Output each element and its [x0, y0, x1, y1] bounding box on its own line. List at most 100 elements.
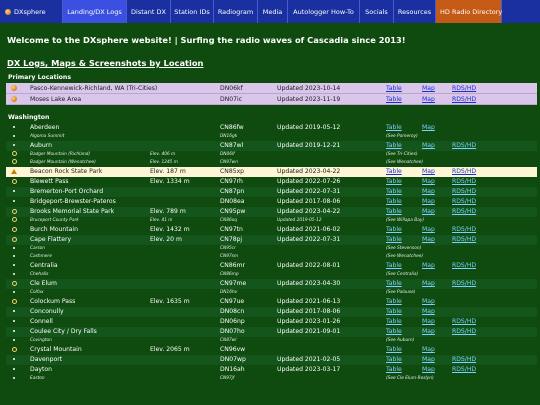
rds-hd-link[interactable]: RDS/HD — [452, 236, 477, 243]
table-link[interactable]: Table — [386, 188, 402, 195]
location-row[interactable]: Aberdeen CN86fw Updated 2019-05-12 Table Map — [6, 123, 537, 133]
rds-hd-link[interactable]: RDS/HD — [452, 168, 477, 175]
table-link[interactable]: Table — [386, 308, 402, 315]
primary-location-row[interactable]: Pasco-Kennewick-Richland, WA (Tri-Cities… — [6, 83, 537, 94]
see-reference[interactable]: (See Centralia) — [386, 272, 419, 277]
table-link[interactable]: Table — [386, 178, 402, 185]
rds-hd-link[interactable]: RDS/HD — [452, 188, 477, 195]
map-link[interactable]: Map — [422, 346, 435, 353]
table-link[interactable]: Table — [386, 280, 402, 287]
location-row[interactable]: Beacon Rock State Park Elev. 187 m CN85xp U… — [6, 167, 537, 177]
table-link[interactable]: Table — [386, 226, 402, 233]
table-link[interactable]: Table — [386, 236, 402, 243]
map-link[interactable]: Map — [422, 262, 435, 269]
map-link[interactable]: Map — [422, 298, 435, 305]
location-row[interactable]: Centralia CN86mr Updated 2022-08-01 Table Ma… — [6, 261, 537, 271]
location-row[interactable]: Brooks Memorial State Park Elev. 789 m CN9… — [6, 207, 537, 217]
nav-item-landing-dx-logs[interactable]: Landing/DX Logs — [63, 0, 127, 23]
rds-hd-link[interactable]: RDS/HD — [452, 142, 477, 149]
see-reference[interactable]: (See Wenatchee) — [386, 160, 424, 165]
nav-item-resources[interactable]: Resources — [394, 0, 436, 23]
location-row[interactable]: Burch Mountain Elev. 1432 m CN97tn Updated … — [6, 225, 537, 235]
rds-hd-link[interactable]: RDS/HD — [452, 262, 477, 269]
map-link[interactable]: Map — [422, 198, 435, 205]
location-row[interactable]: Bremerton-Port Orchard CN87pn Updated 2022… — [6, 187, 537, 197]
rds-hd-link[interactable]: RDS/HD — [452, 85, 477, 92]
location-row[interactable]: Bridgeport-Brewster-Pateros DN08ea Updated… — [6, 197, 537, 207]
map-link[interactable]: Map — [422, 318, 435, 325]
see-reference[interactable]: (See Wenatchee) — [386, 254, 424, 259]
map-link[interactable]: Map — [422, 188, 435, 195]
map-link[interactable]: Map — [422, 226, 435, 233]
nav-item-hd-radio-directory[interactable]: HD Radio Directory — [436, 0, 502, 23]
map-link[interactable]: Map — [422, 85, 435, 92]
table-link[interactable]: Table — [386, 366, 402, 373]
map-link[interactable]: Map — [422, 168, 435, 175]
table-link[interactable]: Table — [386, 318, 402, 325]
primary-location-row[interactable]: Moses Lake Area DN07ic Updated 2023-11-19 T… — [6, 94, 537, 105]
rds-hd-link[interactable]: RDS/HD — [452, 280, 477, 287]
see-reference[interactable]: (See Pomeroy) — [386, 134, 418, 139]
location-row[interactable]: Conconully DN08cn Updated 2017-08-06 Table M… — [6, 307, 537, 317]
see-reference[interactable]: (See Tri-Cities) — [386, 152, 418, 157]
table-link[interactable]: Table — [386, 328, 402, 335]
alias-location-row[interactable]: Covington CN87wl (See Auburn) — [6, 337, 537, 345]
dx-logs-link[interactable]: DX Logs, Maps & Screenshots by Location — [7, 58, 204, 68]
location-row[interactable]: Dayton DN16ah Updated 2023-03-17 Table Map RD… — [6, 365, 537, 375]
location-row[interactable]: Cle Elum CN97me Updated 2023-04-30 Table Map… — [6, 279, 537, 289]
rds-hd-link[interactable]: RDS/HD — [452, 96, 477, 103]
rds-hd-link[interactable]: RDS/HD — [452, 208, 477, 215]
alias-location-row[interactable]: Bruceport County Park Elev. 41 m CN86oq Upd… — [6, 217, 537, 225]
see-reference[interactable]: (See Palouse) — [386, 290, 416, 295]
location-row[interactable]: Connell DN06np Updated 2023-01-26 Table Map R… — [6, 317, 537, 327]
alias-location-row[interactable]: Badger Mountain (Richland) Elev. 406 m DN0… — [6, 151, 537, 159]
alias-location-row[interactable]: Algoma Summit DN16gk (See Pomeroy) — [6, 133, 537, 141]
alias-location-row[interactable]: Carson CN95cr (See Stevenson) — [6, 245, 537, 253]
table-link[interactable]: Table — [386, 168, 402, 175]
table-link[interactable]: Table — [386, 198, 402, 205]
rds-hd-link[interactable]: RDS/HD — [452, 318, 477, 325]
rds-hd-link[interactable]: RDS/HD — [452, 356, 477, 363]
table-link[interactable]: Table — [386, 262, 402, 269]
table-link[interactable]: Table — [386, 298, 402, 305]
rds-hd-link[interactable]: RDS/HD — [452, 328, 477, 335]
see-reference[interactable]: (See Cle Elum-Roslyn) — [386, 376, 434, 381]
table-link[interactable]: Table — [386, 85, 402, 92]
map-link[interactable]: Map — [422, 178, 435, 185]
map-link[interactable]: Map — [422, 280, 435, 287]
map-link[interactable]: Map — [422, 208, 435, 215]
map-link[interactable]: Map — [422, 96, 435, 103]
nav-item-socials[interactable]: Socials — [360, 0, 394, 23]
table-link[interactable]: Table — [386, 356, 402, 363]
location-row[interactable]: Colockum Pass Elev. 1635 m CN97ue Updated 2… — [6, 297, 537, 307]
nav-item-autologger-how-to[interactable]: Autologger How-To — [288, 0, 360, 23]
rds-hd-link[interactable]: RDS/HD — [452, 198, 477, 205]
map-link[interactable]: Map — [422, 124, 435, 131]
map-link[interactable]: Map — [422, 236, 435, 243]
rds-hd-link[interactable]: RDS/HD — [452, 366, 477, 373]
location-row[interactable]: Auburn CN87wl Updated 2019-12-21 Table Map RD… — [6, 141, 537, 151]
see-reference[interactable]: (See Stevenson) — [386, 246, 422, 251]
nav-item-radiogram[interactable]: Radiogram — [214, 0, 258, 23]
nav-item-station-ids[interactable]: Station IDs — [171, 0, 214, 23]
location-row[interactable]: Davenport DN07wp Updated 2021-02-05 Table Ma… — [6, 355, 537, 365]
rds-hd-link[interactable]: RDS/HD — [452, 178, 477, 185]
table-link[interactable]: Table — [386, 346, 402, 353]
alias-location-row[interactable]: Chehalis CN86mp (See Centralia) — [6, 271, 537, 279]
nav-item-distant-dx[interactable]: Distant DX — [127, 0, 171, 23]
location-row[interactable]: Crystal Mountain Elev. 2065 m CN96vw Table M… — [6, 345, 537, 355]
alias-location-row[interactable]: Easton CN97jf (See Cle Elum-Roslyn) — [6, 375, 537, 383]
map-link[interactable]: Map — [422, 308, 435, 315]
location-row[interactable]: Cape Flattery Elev. 20 m CN78pj Updated 202… — [6, 235, 537, 245]
map-link[interactable]: Map — [422, 356, 435, 363]
map-link[interactable]: Map — [422, 142, 435, 149]
alias-location-row[interactable]: Badger Mountain (Wenatchee) Elev. 1245 m C… — [6, 159, 537, 167]
rds-hd-link[interactable]: RDS/HD — [452, 226, 477, 233]
table-link[interactable]: Table — [386, 124, 402, 131]
see-reference[interactable]: (See Willapa Bay) — [386, 218, 425, 223]
table-link[interactable]: Table — [386, 142, 402, 149]
table-link[interactable]: Table — [386, 96, 402, 103]
alias-location-row[interactable]: Colfax DN16hv (See Palouse) — [6, 289, 537, 297]
nav-item-media[interactable]: Media — [258, 0, 288, 23]
map-link[interactable]: Map — [422, 366, 435, 373]
